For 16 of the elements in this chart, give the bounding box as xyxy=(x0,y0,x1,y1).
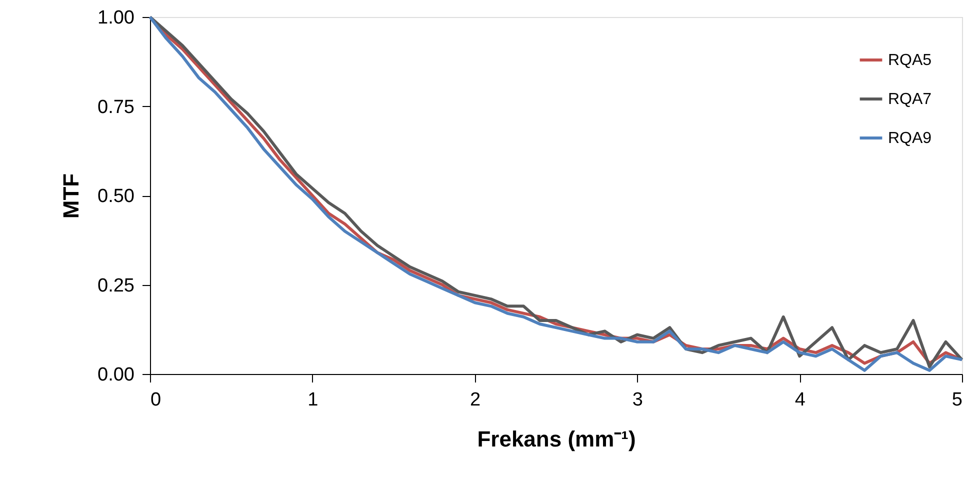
y-axis-title: MTF xyxy=(58,173,84,219)
x-tick-label: 1 xyxy=(308,390,318,410)
x-tick-label: 3 xyxy=(632,390,643,410)
x-tick-label: 5 xyxy=(952,390,962,410)
x-tick-label: 2 xyxy=(470,390,481,410)
y-tick-label: 0.50 xyxy=(98,186,134,207)
y-tick-label: 0.75 xyxy=(98,96,134,118)
y-tick-label: 0.25 xyxy=(98,275,134,296)
y-tick-label: 1.00 xyxy=(98,8,134,28)
legend-label: RQA9 xyxy=(888,130,932,147)
legend-label: RQA7 xyxy=(888,91,932,108)
x-tick-label: 4 xyxy=(794,390,806,410)
legend-label: RQA5 xyxy=(888,52,932,69)
x-axis-title: Frekans (mm⁻¹) xyxy=(477,426,636,452)
y-tick-label: 0.00 xyxy=(98,364,134,386)
x-tick-label: 0 xyxy=(150,390,162,410)
